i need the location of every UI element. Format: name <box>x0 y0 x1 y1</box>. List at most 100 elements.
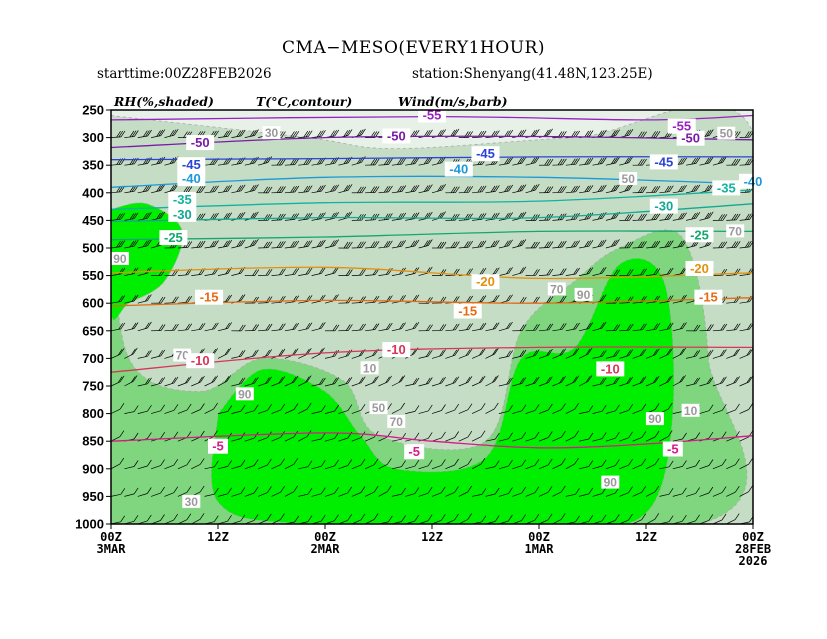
wind-barb-feather <box>307 348 312 355</box>
wind-barb-feather <box>414 184 420 192</box>
wind-barb-feather <box>557 186 563 193</box>
wind-barb-feather <box>240 184 246 191</box>
x-tick-label: 00Z <box>528 530 550 544</box>
temp-label: -35 <box>717 180 736 195</box>
temp-label: -40 <box>449 162 468 177</box>
wind-barb-feather <box>495 432 500 440</box>
wind-barb-feather <box>492 348 497 356</box>
wind-barb-feather <box>414 405 420 412</box>
wind-barb <box>632 329 643 332</box>
wind-barb-feather <box>321 267 326 274</box>
wind-barb <box>645 491 656 497</box>
wind-barb <box>244 465 255 470</box>
wind-barb-feather <box>519 129 525 137</box>
rh-label: 50 <box>622 172 636 186</box>
wind-barb-feather <box>763 516 767 522</box>
wind-barb-feather <box>504 158 509 165</box>
wind-barb-feather <box>761 296 765 302</box>
wind-barb-feather <box>668 402 673 410</box>
wind-barb-feather <box>437 241 442 249</box>
wind-barb-feather <box>626 377 631 384</box>
wind-barb-feather <box>624 214 630 221</box>
wind-barb-feather <box>601 294 607 301</box>
wind-barb <box>191 518 201 524</box>
wind-barb <box>579 438 589 442</box>
wind-barb <box>726 436 736 442</box>
wind-barb <box>672 245 683 249</box>
wind-barb-feather <box>548 128 553 135</box>
wind-barb <box>111 463 120 470</box>
wind-barb-feather <box>428 349 433 357</box>
wind-barb-feather <box>321 432 326 440</box>
wind-barb-feather <box>307 267 313 275</box>
wind-barb-feather <box>294 515 299 523</box>
wind-barb <box>298 493 309 497</box>
wind-barb-feather <box>265 324 271 331</box>
wind-barb-feather <box>223 240 228 248</box>
temp-label-bg <box>382 342 411 358</box>
wind-barb <box>378 491 388 497</box>
wind-barb <box>472 328 483 332</box>
wind-barb-feather <box>265 186 271 194</box>
wind-barb-feather <box>437 130 442 137</box>
wind-barb-feather <box>521 184 527 191</box>
wind-barb-feather <box>131 267 137 275</box>
wind-barb-feather <box>133 347 138 355</box>
wind-barb-feather <box>668 267 674 275</box>
wind-barb-feather <box>240 239 246 246</box>
wind-barb-feather <box>508 487 513 494</box>
wind-barb-feather <box>735 241 741 248</box>
wind-barb-feather <box>628 323 634 331</box>
wind-barb-feather <box>412 267 418 274</box>
wind-barb <box>338 189 349 194</box>
wind-barb <box>512 492 522 497</box>
wind-barb-feather <box>720 349 725 357</box>
wind-barb-feather <box>427 432 433 439</box>
wind-barb-feather <box>521 514 526 521</box>
wind-barb-feather <box>131 348 136 356</box>
wind-barb <box>739 246 750 249</box>
wind-barb-feather <box>292 186 297 193</box>
wind-barb-feather <box>227 487 232 494</box>
wind-barb-feather <box>213 402 218 410</box>
wind-barb-feather <box>584 185 589 193</box>
temp-label-bg <box>444 161 473 177</box>
wind-barb-feather <box>145 378 150 385</box>
temp-label: -5 <box>212 439 224 454</box>
wind-barb-feather <box>479 349 484 356</box>
temp-label-bg <box>168 206 197 222</box>
wind-barb-feather <box>373 513 379 520</box>
wind-barb <box>686 465 696 470</box>
wind-barb-feather <box>465 376 471 384</box>
wind-barb-feather <box>280 513 285 520</box>
wind-barb-feather <box>251 239 257 247</box>
wind-barb <box>605 437 616 442</box>
wind-barb-feather <box>186 431 192 438</box>
wind-barb-feather <box>158 377 163 385</box>
wind-barb <box>552 464 562 470</box>
wind-barb <box>525 437 536 442</box>
wind-barb-feather <box>468 240 473 248</box>
wind-barb-feather <box>131 295 137 302</box>
wind-barb <box>445 492 455 497</box>
wind-barb-feather <box>535 296 540 303</box>
wind-barb <box>231 465 242 470</box>
wind-barb-feather <box>383 241 389 248</box>
wind-barb <box>538 491 549 497</box>
wind-barb-feather <box>187 323 193 330</box>
wind-barb-feather <box>706 377 712 385</box>
wind-barb-feather <box>637 186 643 193</box>
wind-barb-feather <box>504 240 509 247</box>
temp-label: -40 <box>182 171 201 186</box>
wind-barb <box>619 464 629 470</box>
wind-barb-feather <box>573 130 578 138</box>
wind-barb-feather <box>587 375 593 382</box>
wind-barb-feather <box>198 241 204 248</box>
wind-barb <box>471 408 482 414</box>
wind-barb-feather <box>599 267 605 274</box>
wind-barb <box>619 355 629 359</box>
wind-barb-feather <box>387 430 392 437</box>
wind-barb-feather <box>481 348 486 355</box>
wind-barb-feather <box>546 323 552 331</box>
wind-barb <box>177 409 188 414</box>
